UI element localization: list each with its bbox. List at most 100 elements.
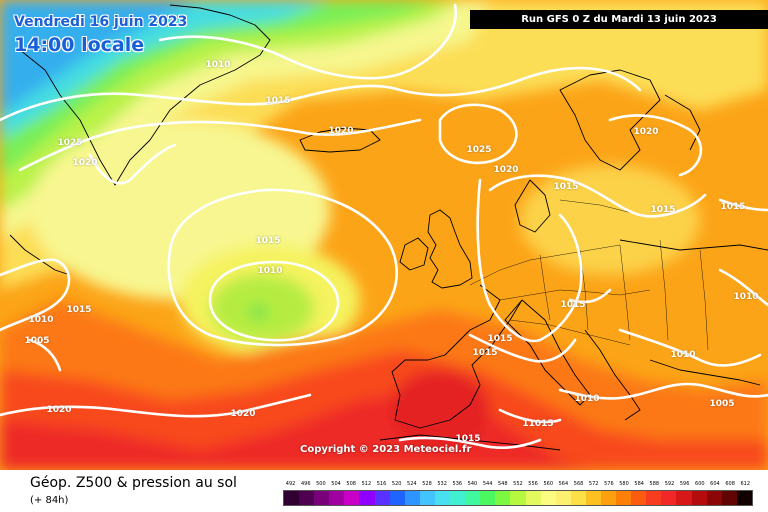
scale-swatch <box>570 491 586 505</box>
scale-label: 612 <box>740 481 751 487</box>
map-footer: Géop. Z500 & pression au sol (+ 84h) 492… <box>0 470 768 512</box>
scale-label: 564 <box>558 481 569 487</box>
scale-swatch <box>585 491 601 505</box>
scale-swatch <box>434 491 451 505</box>
scale-label: 524 <box>407 481 417 487</box>
scale-swatch <box>706 491 722 505</box>
scale-label: 556 <box>528 481 538 487</box>
scale-label: 540 <box>467 481 478 487</box>
scale-label: 548 <box>497 481 508 487</box>
isobar-label: 1010 <box>670 350 696 360</box>
isobar-label: 1010 <box>733 292 759 302</box>
scale-label: 560 <box>543 481 553 487</box>
isobar-label: 1015 <box>560 300 586 310</box>
map-title: Géop. Z500 & pression au sol <box>30 475 237 491</box>
scale-label: 580 <box>619 481 629 487</box>
scale-label: 520 <box>391 481 402 487</box>
scale-swatch <box>510 491 526 505</box>
scale-swatch <box>480 491 496 505</box>
scale-label: 528 <box>422 481 432 487</box>
scale-label: 544 <box>482 481 493 487</box>
isobar-label: 1015 <box>472 348 498 358</box>
scale-swatch <box>676 491 692 505</box>
isobar-label: 1010 <box>205 60 231 70</box>
scale-label: 608 <box>725 481 735 487</box>
scale-swatch <box>616 491 632 505</box>
scale-swatch <box>450 491 466 505</box>
scale-swatch <box>736 491 752 505</box>
isobar-label: 1015 <box>255 236 281 246</box>
scale-label: 604 <box>710 481 720 487</box>
isobar-label: 1015 <box>265 96 291 106</box>
isobar-label: 1010 <box>28 315 54 325</box>
scale-swatch <box>419 491 435 505</box>
scale-label: 600 <box>695 481 705 487</box>
scale-swatch <box>299 491 315 505</box>
forecast-date: Vendredi 16 juin 2023 <box>14 14 188 30</box>
scale-swatch <box>374 491 390 505</box>
scale-swatch <box>404 491 420 505</box>
coastlines <box>9 4 768 451</box>
scale-swatch <box>646 491 662 505</box>
isobar-label: 1015 <box>487 334 513 344</box>
scale-swatch <box>661 491 677 505</box>
scale-label: 536 <box>452 481 463 487</box>
isobar-label: 1020 <box>72 158 98 168</box>
scale-label: 492 <box>285 481 296 487</box>
scale-swatch <box>540 491 556 505</box>
copyright-text: Copyright © 2023 Meteociel.fr <box>300 444 472 455</box>
model-run-banner: Run GFS 0 Z du Mardi 13 juin 2023 <box>470 10 768 29</box>
scale-swatch <box>329 491 345 505</box>
isobar-label: 1010 <box>574 394 600 404</box>
isobars <box>0 3 768 450</box>
forecast-local-time: 14:00 locale <box>14 34 145 56</box>
isobar-label: 1015 <box>720 202 746 212</box>
scale-swatch <box>465 491 481 505</box>
isobar-label: 1015 <box>553 182 579 192</box>
scale-label: 576 <box>604 481 614 487</box>
scale-label: 592 <box>664 481 675 487</box>
isobar-label: 1020 <box>633 127 659 137</box>
scale-label: 504 <box>331 481 341 487</box>
scale-swatch <box>631 491 647 505</box>
color-scale-bar <box>283 490 753 506</box>
z500-pressure-map <box>0 0 768 470</box>
isobar-label: 1015 <box>455 434 481 444</box>
scale-swatch <box>314 491 330 505</box>
scale-swatch <box>284 491 300 505</box>
isobar-label: 1020 <box>328 126 354 136</box>
isobar-label: 11015 <box>522 419 554 429</box>
isobar-label: 1015 <box>66 305 92 315</box>
scale-label: 584 <box>634 481 644 487</box>
scale-swatch <box>721 491 737 505</box>
scale-label: 552 <box>513 481 523 487</box>
isobar-label: 1020 <box>46 405 72 415</box>
scale-label: 532 <box>437 481 447 487</box>
scale-swatch <box>600 491 617 505</box>
color-scale-labels: 492 496 500 504 508 512 516 520 524 528 532 536 540 5… <box>283 480 753 489</box>
forecast-lead-time: (+ 84h) <box>30 495 69 506</box>
isobar-label: 1010 <box>257 266 283 276</box>
isobar-label: 1020 <box>493 165 519 175</box>
scale-label: 588 <box>649 481 660 487</box>
isobar-label: 1005 <box>709 399 735 409</box>
scale-label: 516 <box>376 481 387 487</box>
isobar-label: 1025 <box>466 145 492 155</box>
isobar-label: 1005 <box>24 336 50 346</box>
scale-swatch <box>555 491 571 505</box>
isobar-label: 1020 <box>230 409 256 419</box>
country-borders <box>469 199 709 351</box>
scale-label: 596 <box>679 481 690 487</box>
scale-label: 500 <box>316 481 326 487</box>
isobar-label: 1025 <box>57 138 83 148</box>
scale-swatch <box>359 491 375 505</box>
scale-swatch <box>344 491 360 505</box>
scale-swatch <box>389 491 405 505</box>
scale-label: 496 <box>300 481 311 487</box>
scale-label: 512 <box>361 481 372 487</box>
scale-swatch <box>525 491 541 505</box>
isobar-label: 1015 <box>650 205 676 215</box>
geopotential-color-field <box>0 0 768 470</box>
scale-label: 568 <box>573 481 584 487</box>
